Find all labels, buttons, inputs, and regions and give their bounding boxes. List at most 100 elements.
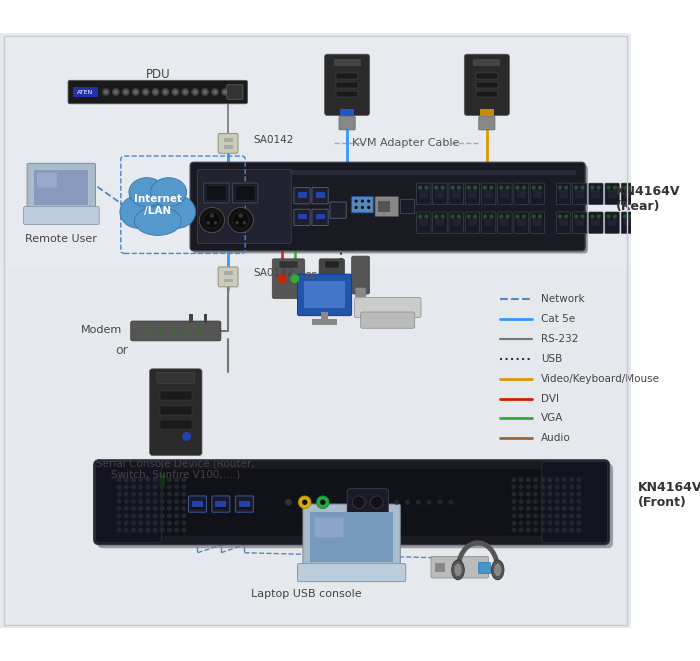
Text: Remote User: Remote User [25, 234, 97, 244]
FancyBboxPatch shape [605, 212, 620, 233]
Bar [559, 190, 568, 198]
FancyBboxPatch shape [375, 196, 398, 216]
Circle shape [117, 507, 121, 510]
Text: Modem: Modem [80, 325, 122, 335]
Circle shape [555, 478, 559, 481]
Bar [336, 91, 358, 97]
Circle shape [672, 215, 675, 218]
Text: Laptop USB console: Laptop USB console [251, 589, 362, 600]
Text: or: or [116, 344, 128, 358]
Circle shape [563, 478, 566, 481]
Circle shape [242, 221, 246, 225]
Circle shape [160, 528, 164, 532]
Bar [279, 260, 298, 268]
Circle shape [474, 186, 477, 189]
FancyBboxPatch shape [482, 183, 496, 205]
Circle shape [206, 221, 210, 225]
Bar [223, 138, 232, 141]
Bar [223, 272, 232, 275]
Circle shape [533, 485, 538, 488]
FancyBboxPatch shape [433, 183, 447, 205]
Circle shape [563, 492, 566, 496]
Circle shape [630, 186, 632, 189]
Circle shape [153, 507, 157, 510]
Circle shape [168, 514, 172, 518]
Circle shape [541, 507, 545, 510]
Bar [575, 190, 584, 198]
Circle shape [228, 208, 253, 233]
Circle shape [182, 492, 186, 496]
Circle shape [526, 478, 530, 481]
Circle shape [563, 485, 566, 488]
FancyBboxPatch shape [351, 256, 370, 294]
Circle shape [192, 89, 198, 95]
FancyBboxPatch shape [312, 188, 328, 204]
Circle shape [164, 91, 167, 93]
Circle shape [168, 528, 172, 532]
Circle shape [575, 215, 577, 218]
Bar [608, 219, 617, 226]
Circle shape [577, 507, 580, 510]
Circle shape [175, 521, 178, 525]
Bar [298, 214, 307, 219]
Circle shape [153, 485, 157, 488]
FancyBboxPatch shape [464, 54, 510, 116]
Circle shape [516, 186, 519, 189]
Circle shape [355, 206, 357, 208]
Circle shape [139, 507, 142, 510]
Circle shape [182, 521, 186, 525]
FancyBboxPatch shape [498, 212, 512, 233]
Bar [419, 219, 428, 226]
Bar [473, 59, 500, 66]
Circle shape [125, 521, 128, 525]
Circle shape [117, 492, 121, 496]
Circle shape [548, 500, 552, 503]
Circle shape [452, 215, 454, 218]
Circle shape [361, 206, 363, 208]
FancyBboxPatch shape [96, 461, 162, 543]
FancyBboxPatch shape [638, 183, 652, 205]
Circle shape [519, 500, 523, 503]
Circle shape [355, 200, 357, 202]
Bar [435, 219, 444, 226]
Bar [223, 145, 232, 149]
FancyBboxPatch shape [97, 463, 613, 548]
Circle shape [209, 214, 214, 218]
Circle shape [222, 89, 228, 95]
Circle shape [160, 478, 164, 481]
Circle shape [533, 186, 535, 189]
Circle shape [175, 478, 178, 481]
Circle shape [182, 528, 186, 532]
Circle shape [132, 514, 135, 518]
Bar [298, 192, 307, 198]
Ellipse shape [160, 196, 195, 228]
Bar [500, 190, 510, 198]
Bar [239, 501, 250, 507]
Bar [478, 562, 491, 572]
Bar [238, 507, 251, 510]
Circle shape [117, 485, 121, 488]
FancyBboxPatch shape [212, 496, 230, 512]
Circle shape [563, 507, 566, 510]
Circle shape [160, 485, 164, 488]
Circle shape [117, 521, 121, 525]
Circle shape [395, 500, 398, 504]
Circle shape [153, 89, 159, 95]
Circle shape [500, 215, 503, 218]
Bar [223, 279, 232, 282]
Circle shape [458, 186, 460, 189]
FancyBboxPatch shape [360, 312, 414, 329]
Circle shape [175, 528, 178, 532]
Circle shape [160, 514, 164, 518]
Circle shape [168, 485, 172, 488]
Circle shape [548, 485, 552, 488]
FancyBboxPatch shape [416, 212, 431, 233]
FancyBboxPatch shape [197, 170, 291, 243]
Circle shape [570, 507, 573, 510]
Circle shape [419, 186, 421, 189]
Circle shape [132, 478, 135, 481]
Circle shape [548, 478, 552, 481]
Circle shape [533, 215, 535, 218]
Circle shape [286, 500, 291, 505]
Circle shape [519, 492, 523, 496]
